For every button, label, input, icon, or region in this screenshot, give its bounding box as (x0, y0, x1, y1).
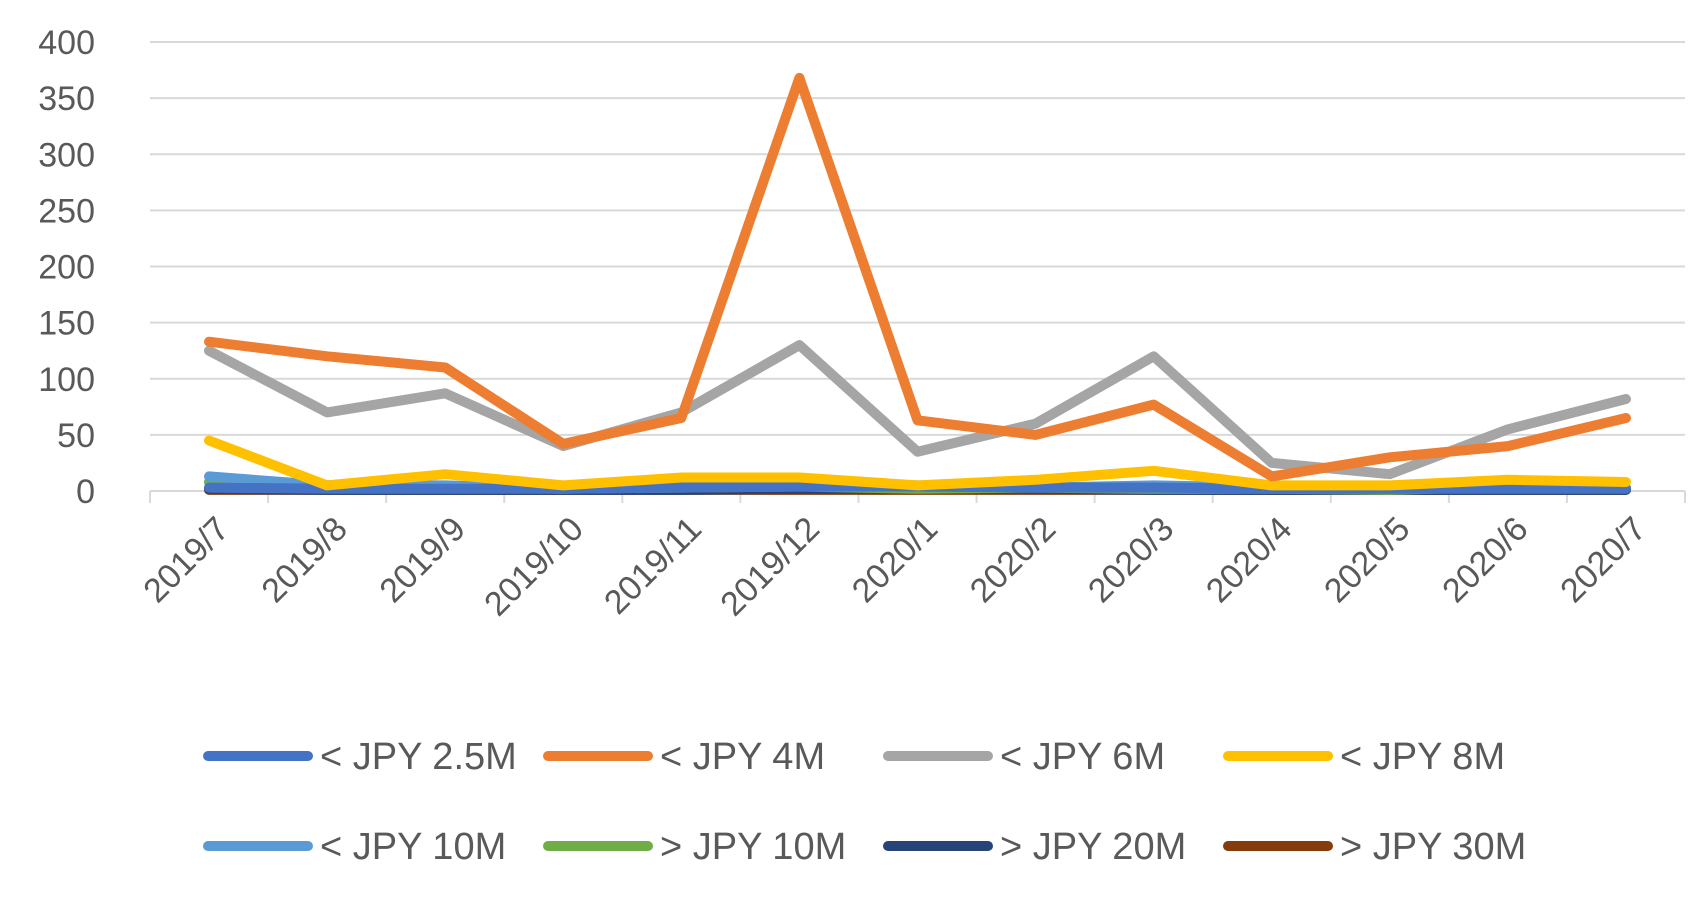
y-tick-label: 100 (38, 361, 95, 399)
series-line-3 (204, 435, 1631, 491)
legend-item: < JPY 6M (883, 736, 1165, 778)
y-axis-ticks: 0 50 100 150 200 250 300 350 400 (38, 24, 95, 511)
legend-label: < JPY 8M (1340, 736, 1505, 778)
gridlines (150, 41, 1685, 436)
y-tick-label: 400 (38, 24, 95, 62)
series-line-2 (204, 340, 1631, 480)
legend-label: > JPY 30M (1340, 826, 1526, 868)
legend-label: < JPY 4M (660, 736, 825, 778)
legend-label: < JPY 6M (1000, 736, 1165, 778)
legend-item: < JPY 2.5M (203, 736, 517, 778)
x-tick-label: 2019/12 (713, 510, 827, 624)
series-line-1 (204, 72, 1631, 482)
x-tick-label: 2020/1 (845, 510, 945, 610)
x-tick-label: 2020/2 (963, 510, 1063, 610)
legend-item: < JPY 10M (203, 826, 506, 868)
series-lines (204, 72, 1631, 495)
y-tick-label: 350 (38, 80, 95, 118)
legend-label: > JPY 10M (660, 826, 846, 868)
legend-item: < JPY 8M (1223, 736, 1505, 778)
x-axis-ticks: 2019/7 2019/8 2019/9 2019/10 2019/11 2019/12 2… (136, 510, 1653, 624)
x-tick-label: 2019/7 (136, 510, 236, 610)
y-tick-label: 150 (38, 305, 95, 343)
x-tick-label: 2019/11 (597, 510, 709, 622)
x-tick-label: 2019/9 (372, 510, 472, 610)
legend-item: > JPY 10M (543, 826, 846, 868)
legend-item: < JPY 4M (543, 736, 825, 778)
legend-item: > JPY 20M (883, 826, 1186, 868)
legend: < JPY 2.5M < JPY 4M < JPY 6M < JPY 8M < JPY … (203, 736, 1526, 868)
legend-label: > JPY 20M (1000, 826, 1186, 868)
y-tick-label: 200 (38, 249, 95, 287)
y-tick-label: 250 (38, 192, 95, 230)
x-tick-label: 2020/4 (1199, 510, 1299, 610)
x-tick-label: 2020/6 (1435, 510, 1535, 610)
x-tick-label: 2019/8 (254, 510, 354, 610)
legend-label: < JPY 2.5M (320, 736, 517, 778)
x-tick-label: 2019/10 (477, 510, 591, 624)
y-tick-label: 300 (38, 136, 95, 174)
x-tick-label: 2020/3 (1081, 510, 1181, 610)
legend-item: > JPY 30M (1223, 826, 1526, 868)
x-tick-label: 2020/7 (1553, 510, 1653, 610)
y-tick-label: 50 (57, 417, 95, 455)
legend-label: < JPY 10M (320, 826, 506, 868)
y-tick-label: 0 (76, 473, 95, 511)
x-tick-label: 2020/5 (1317, 510, 1417, 610)
